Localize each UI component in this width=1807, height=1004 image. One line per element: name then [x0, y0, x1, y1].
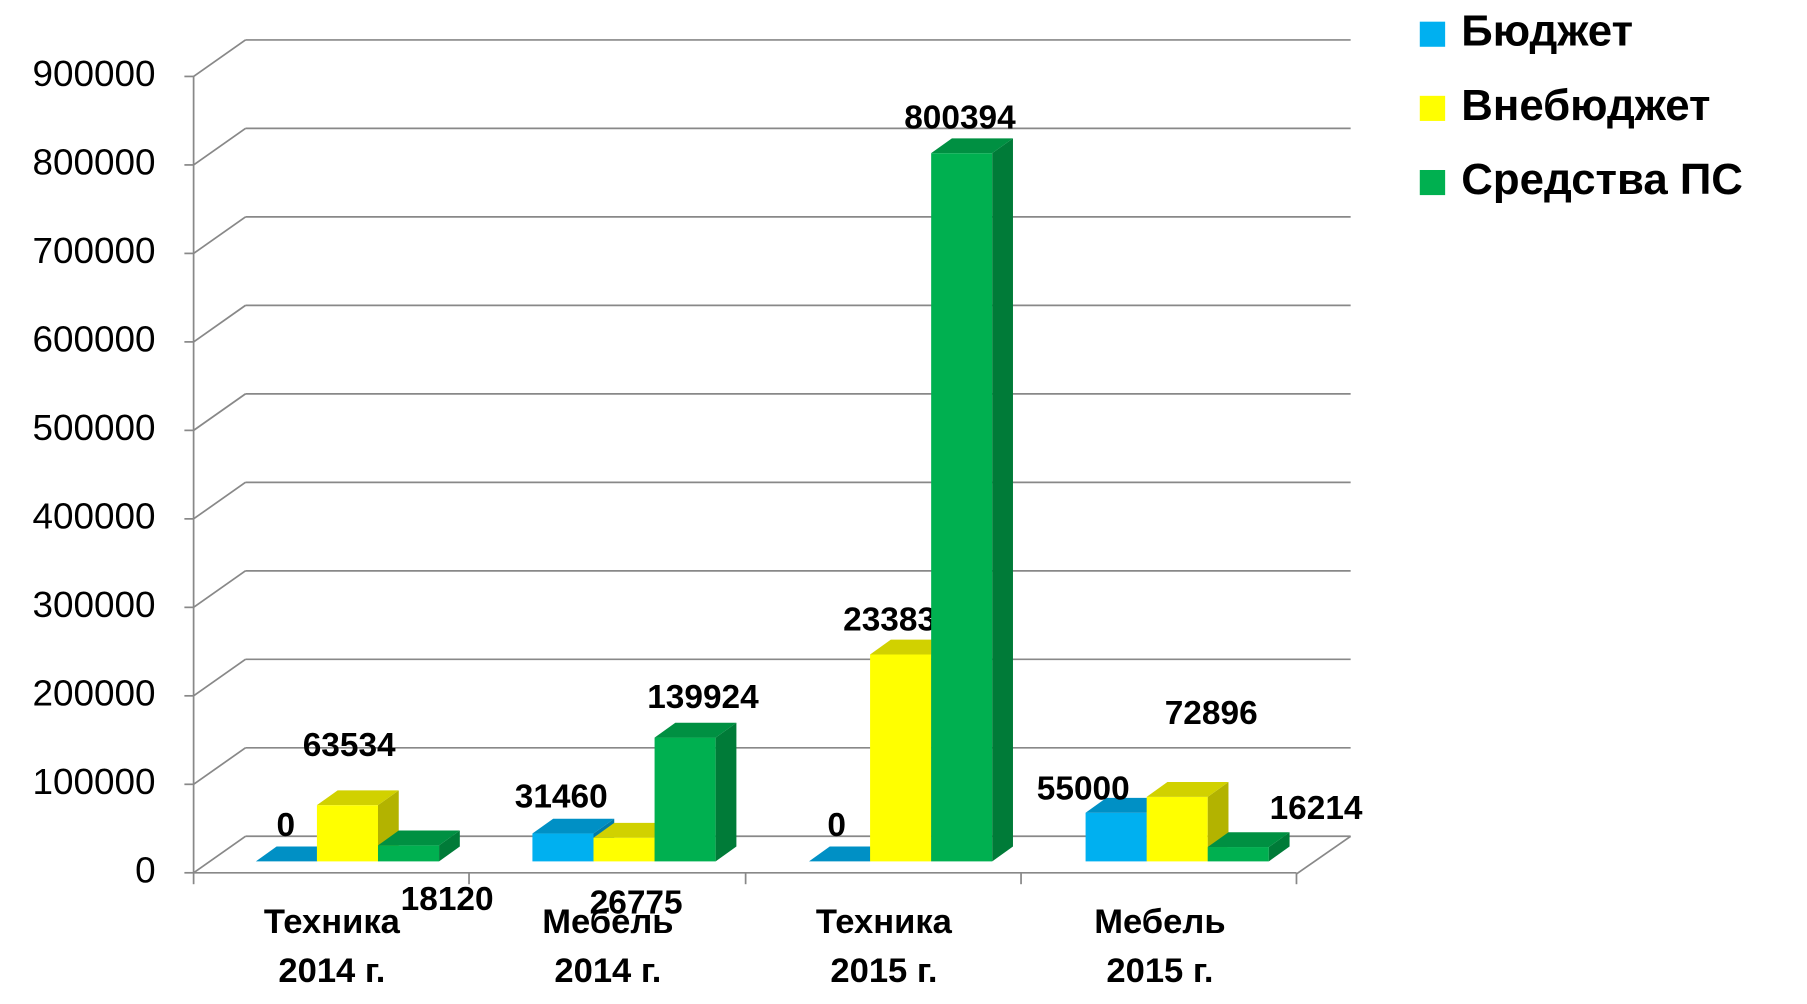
data-label: 16214: [1270, 790, 1363, 827]
legend-swatch: [1419, 21, 1446, 47]
x-tick-line: 2014 г.: [278, 952, 385, 990]
bar: [377, 830, 460, 862]
bar-top: [654, 722, 737, 738]
legend-swatch: [1419, 169, 1446, 196]
data-label: 55000: [1037, 771, 1130, 808]
bar-front: [1146, 796, 1208, 862]
bar: [1207, 832, 1290, 862]
grid-line: [193, 39, 246, 78]
x-tick-line: Мебель: [542, 903, 673, 941]
grid-line: [193, 481, 246, 520]
y-tick-label: 800000: [33, 142, 156, 183]
grid-line: [193, 658, 246, 697]
bar-side: [439, 830, 460, 862]
y-tick-label: 500000: [33, 407, 156, 448]
bar-front: [1207, 847, 1269, 862]
grid-line: [193, 835, 246, 874]
grid-line: [193, 570, 246, 609]
y-tick-label: 900000: [33, 53, 156, 94]
bar: [1146, 782, 1229, 862]
data-label: 0: [827, 807, 846, 844]
bar: [316, 790, 399, 862]
bar-top: [931, 138, 1013, 154]
data-label: 63534: [303, 727, 396, 764]
bar: [654, 722, 737, 862]
y-tick-label: 300000: [33, 584, 156, 625]
bar-front: [377, 845, 440, 862]
bar-front: [316, 805, 378, 862]
data-label: 26775: [590, 885, 683, 922]
x-tick-line: 2015 г.: [1106, 952, 1213, 990]
y-tick-label: 700000: [33, 230, 156, 271]
data-label: 31460: [515, 779, 608, 816]
bar-top: [316, 790, 399, 806]
x-tick-line: Мебель: [1094, 903, 1225, 941]
x-tick-line: 2014 г.: [554, 952, 661, 990]
y-tick-label: 600000: [33, 319, 156, 360]
bar-top: [1207, 832, 1290, 848]
x-tick-line: 2015 г.: [830, 952, 937, 990]
legend-label: Бюджет: [1461, 8, 1633, 56]
x-tick-label: Техника 2014 г.: [264, 903, 401, 990]
floor-edge: [1295, 835, 1352, 875]
x-tick-label: Техника 2015 г.: [816, 903, 953, 990]
bar-side: [992, 138, 1013, 862]
data-label: 72896: [1165, 695, 1258, 732]
y-tick-label: 400000: [33, 496, 156, 537]
bar-front: [654, 737, 716, 862]
x-tick-label: Мебель 2014 г.: [542, 903, 673, 990]
grid-line: [193, 304, 246, 343]
bar-top: [532, 818, 615, 834]
bar: [931, 138, 1013, 862]
bar-side: [1268, 832, 1290, 862]
data-label: 139924: [647, 679, 759, 716]
grid-line: [193, 393, 246, 432]
data-label: 0: [277, 807, 296, 844]
x-tick-label: Мебель 2015 г.: [1094, 903, 1225, 990]
bar-front: [532, 833, 594, 862]
y-tick-label: 0: [135, 850, 156, 891]
grid-line: [193, 216, 246, 255]
bar-front: [593, 837, 655, 862]
bar-side: [715, 722, 737, 862]
data-label: 18120: [401, 881, 494, 918]
legend-swatch: [1419, 95, 1446, 121]
bar-front: [870, 654, 932, 862]
legend-label: Средства ПС: [1461, 156, 1743, 204]
bar-top: [1146, 782, 1229, 797]
legend-label: Внебюджет: [1461, 82, 1710, 130]
bar-front: [1085, 812, 1147, 862]
x-tick-line: Техника: [264, 903, 401, 941]
bar-front: [931, 153, 993, 862]
bar-top: [377, 830, 460, 846]
grid-line: [193, 747, 246, 786]
y-tick-label: 100000: [33, 761, 156, 802]
x-tick-line: Техника: [816, 903, 953, 941]
y-tick-label: 200000: [33, 673, 156, 714]
grid-line: [193, 127, 246, 166]
data-label: 800394: [904, 100, 1016, 137]
